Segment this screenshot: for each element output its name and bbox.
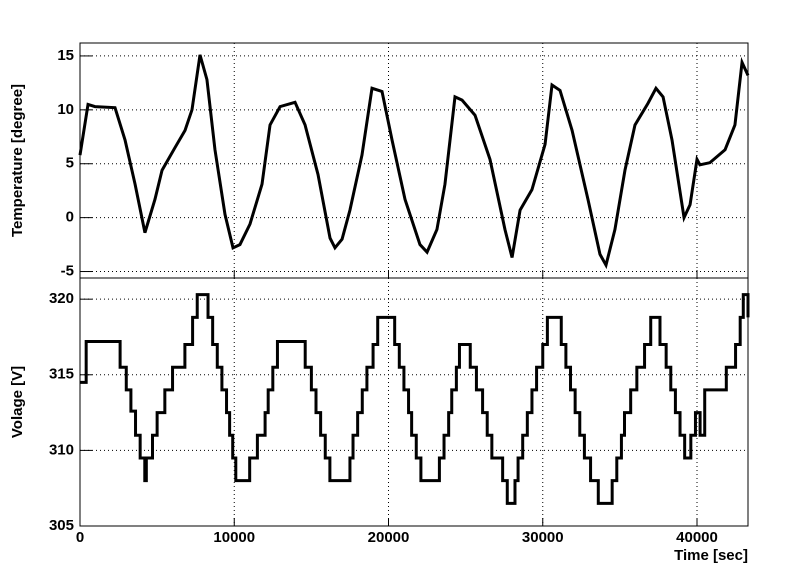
- plot-frame: [79, 277, 749, 527]
- y-tick-label: 305: [49, 517, 74, 534]
- y-axis-label: Temperature [degree]: [9, 84, 26, 237]
- data-line: [78, 54, 750, 270]
- y-tick-label: 5: [66, 155, 74, 172]
- y-tick-label: 10: [57, 101, 74, 118]
- x-axis-label: Time [sec]: [674, 547, 748, 564]
- x-tick-label: 40000: [676, 529, 718, 546]
- x-tick-label: 20000: [368, 529, 410, 546]
- x-tick-label: 10000: [213, 529, 255, 546]
- y-tick-label: 310: [49, 441, 74, 458]
- y-tick-label: 315: [49, 366, 74, 383]
- data-line: [80, 293, 750, 505]
- x-tick-label: 0: [76, 529, 84, 546]
- plot-frame: [79, 42, 749, 279]
- x-tick-label: 30000: [522, 529, 564, 546]
- y-tick-label: 15: [57, 47, 74, 64]
- y-axis-label: Volage [V]: [9, 366, 26, 438]
- y-tick-label: 0: [66, 209, 74, 226]
- y-tick-label: 320: [49, 290, 74, 307]
- y-tick-label: -5: [61, 263, 74, 280]
